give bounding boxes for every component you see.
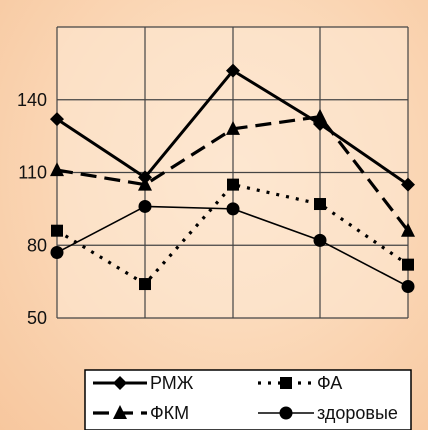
y-tick-label: 50 xyxy=(27,308,47,328)
data-point-marker xyxy=(226,202,240,216)
data-series xyxy=(50,63,415,293)
legend-marker xyxy=(279,406,293,420)
legend-item: здоровые xyxy=(258,403,398,423)
legend-item: ФА xyxy=(258,373,342,393)
data-point-marker xyxy=(401,222,415,237)
data-point-marker xyxy=(227,178,239,191)
legend-label: ФА xyxy=(317,373,342,393)
y-tick-label: 140 xyxy=(17,90,47,110)
legend-marker xyxy=(113,376,127,390)
y-axis: 50 80 110 140 xyxy=(17,90,47,328)
data-point-marker xyxy=(313,108,327,123)
series-2 xyxy=(50,108,415,237)
data-point-marker xyxy=(314,198,326,211)
data-point-marker xyxy=(50,112,64,127)
data-point-marker xyxy=(138,176,152,191)
legend-label: РМЖ xyxy=(150,373,194,393)
y-tick-label: 110 xyxy=(18,163,47,183)
data-point-marker xyxy=(313,233,327,247)
series-4 xyxy=(50,199,415,293)
legend-label: здоровые xyxy=(317,403,398,423)
data-point-marker xyxy=(139,278,151,291)
series-line xyxy=(56,183,409,286)
data-point-marker xyxy=(50,246,64,260)
data-point-marker xyxy=(138,199,152,213)
legend-item: РМЖ xyxy=(93,373,194,393)
legend-label: ФКМ xyxy=(150,403,189,423)
data-point-marker xyxy=(401,279,415,293)
legend-marker xyxy=(113,405,127,419)
series-1 xyxy=(50,63,415,192)
data-point-marker xyxy=(226,120,240,135)
legend: РМЖ ФКМ ФА здоровые xyxy=(84,369,412,430)
data-point-marker xyxy=(50,162,64,177)
data-point-marker xyxy=(51,224,63,237)
data-point-marker xyxy=(402,258,414,271)
legend-marker xyxy=(280,377,292,389)
data-point-marker xyxy=(401,177,415,192)
y-tick-label: 80 xyxy=(27,235,47,255)
legend-item: ФКМ xyxy=(93,403,189,423)
data-point-marker xyxy=(226,63,240,78)
legend-box xyxy=(84,369,412,430)
series-3 xyxy=(51,178,414,291)
